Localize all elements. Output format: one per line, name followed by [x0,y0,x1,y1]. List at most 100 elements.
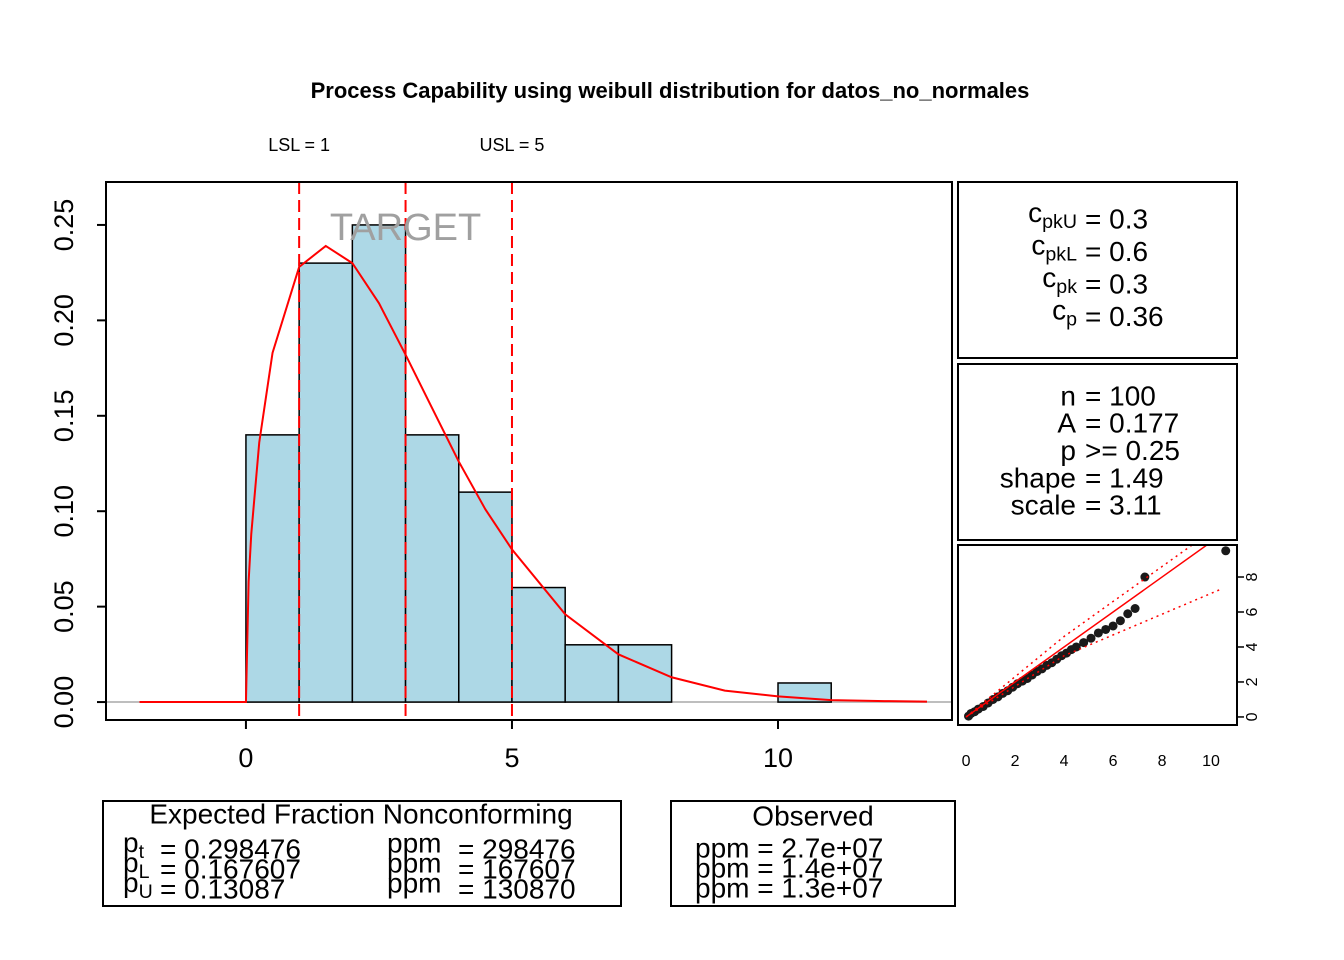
y-tick-label: 0.10 [49,485,79,538]
symbol: p [123,827,139,858]
y-tick-label: 8 [1244,572,1261,581]
qq-panel: 0 2 4 6 8 10 0 2 4 6 8 [957,544,1261,770]
subscript-label: pL [123,847,150,883]
statistics-box [957,363,1238,541]
bar [245,434,300,703]
point [1101,624,1111,634]
symbol: c [1028,197,1042,228]
point [1115,616,1125,626]
x-tick-label: 0 [962,753,971,770]
plot-area [106,182,952,720]
bar [298,262,354,703]
plot-area [964,545,1231,721]
bar [511,586,566,703]
ppm-label: ppm [387,867,441,898]
index-value: = 0.3 [1085,203,1148,234]
statistic-value: = 100 [1085,380,1156,411]
curve [965,545,1207,718]
statistic-value: >= 0.25 [1085,435,1180,466]
bar [404,434,460,703]
ppm-label: ppm [387,847,441,878]
index-value: = 0.6 [1085,236,1148,267]
y-tick-label: 4 [1244,642,1261,651]
y-tick-label: 0.15 [49,390,79,443]
y-tick-label: 2 [1244,677,1261,686]
subscript: t [139,841,145,863]
fraction-value: = 0.13087 [160,873,285,904]
observed-value: ppm = 1.4e+07 [695,852,883,883]
ppm-value: = 130870 [458,873,576,904]
fraction-value: = 0.298476 [160,833,301,864]
subscript-label: pt [123,827,145,863]
x-tick-label: 10 [1202,753,1220,770]
y-tick-label: 6 [1244,607,1261,616]
symbol: c [1052,295,1066,326]
subscript: L [139,861,150,883]
observed-value: ppm = 2.7e+07 [695,832,883,863]
indices-box [957,181,1238,359]
point [1071,642,1081,652]
ppm-value: = 298476 [458,833,576,864]
subscript: pkU [1042,211,1077,233]
x-tick-label: 6 [1109,753,1118,770]
plot-frame [957,544,1238,726]
statistic-label: scale [1011,490,1076,521]
index-value: = 0.3 [1085,268,1148,299]
plot-frame [105,181,953,721]
statistic-label: shape [1000,462,1076,493]
x-tick-label: 10 [763,743,793,773]
statistic-label: A [1057,408,1076,439]
y-tick-label: 0.25 [49,199,79,252]
subscript-label: cp [1052,295,1077,331]
symbol: p [123,847,139,878]
point [1093,628,1103,638]
histogram-panel: LSL = 1 USL = 5 TARGET 0 5 10 0.00 0.05 0.10 0.15… [49,135,953,773]
bar [458,491,513,703]
x-tick-label: 2 [1011,753,1020,770]
symbol: p [123,867,139,898]
chart-title: Process Capability using weibull distrib… [311,78,1030,103]
y-tick-label: 0.00 [49,676,79,729]
index-value: = 0.36 [1085,301,1164,332]
subscript-label: cpkL [1031,230,1077,266]
statistic-value: = 3.11 [1085,490,1162,521]
observed-box [670,800,956,907]
x-tick-label: 8 [1158,753,1167,770]
target-label: TARGET [330,207,481,249]
symbol: c [1031,230,1045,261]
point [1140,572,1150,582]
bar [351,224,407,703]
ppm-value: = 167607 [458,853,576,884]
y-tick-label: 0.05 [49,580,79,633]
symbol: c [1042,262,1056,293]
x-tick-label: 0 [238,743,253,773]
subscript: U [139,881,153,903]
expected-title: Expected Fraction Nonconforming [149,798,572,829]
x-tick-label: 4 [1060,753,1069,770]
spec-limit-label: USL = 5 [480,135,545,155]
point [1079,638,1089,648]
statistic-value: = 1.49 [1085,462,1164,493]
curve [965,545,1192,718]
subscript-label: cpk [1042,262,1077,298]
observed-value: ppm = 1.3e+07 [695,872,883,903]
observed-title: Observed [752,800,873,831]
y-tick-label: 0 [1244,712,1261,721]
expected-box [102,800,622,907]
spec-limit-label: LSL = 1 [268,135,330,155]
subscript: pkL [1045,244,1077,266]
subscript: pk [1056,276,1077,298]
point [1221,546,1231,556]
subscript: p [1066,309,1077,331]
x-tick-label: 5 [504,743,519,773]
curve [965,588,1222,718]
point [1108,621,1118,631]
point [1130,603,1140,613]
statistic-label: n [1060,380,1076,411]
curve [139,244,928,704]
subscript-label: cpkU [1028,197,1077,233]
statistic-label: p [1060,435,1076,466]
point [1086,633,1096,643]
